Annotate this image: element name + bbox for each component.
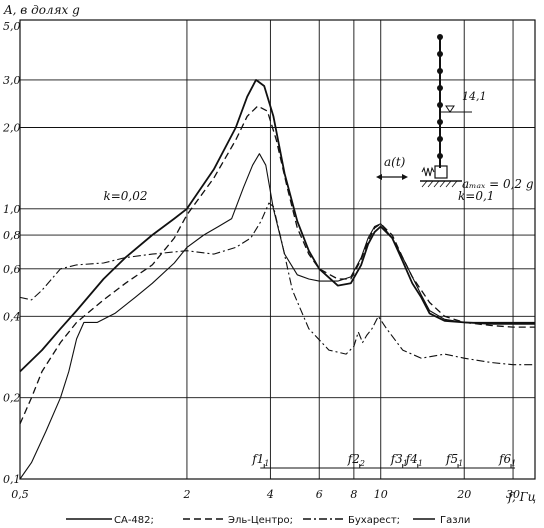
y-tick-label: 2,0 [2, 122, 21, 135]
x-tick-label: 0,5 [11, 488, 29, 501]
height-label: 14,1 [462, 90, 487, 103]
frequency-label: f11 [251, 452, 269, 468]
arrow-right-icon [402, 174, 408, 180]
legend-label: Эль-Центро; [228, 515, 293, 526]
frequency-label: f41 [405, 452, 423, 468]
force-label: a(t) [384, 155, 406, 169]
x-tick-label: 8 [350, 488, 357, 501]
foundation-block [434, 165, 448, 179]
y-tick-label: 0,2 [3, 392, 21, 405]
arrow-left-icon [376, 174, 382, 180]
annotation-label: k=0,1 [458, 189, 494, 203]
amax-label: aₘₐₓ = 0,2 g [462, 177, 534, 191]
x-tick-label: 30 [506, 488, 520, 501]
x-axis-label: f, Гц [507, 490, 536, 504]
tick-labels: 0,5 2 4 6 8 10 20 30 0,1 0,2 0,4 0,6 0,8 1,0 2,0 3,0 5,0 [2, 20, 520, 501]
y-tick-label: 0,4 [3, 310, 21, 323]
spring-icon [421, 166, 435, 177]
mass-node [437, 119, 443, 125]
frequency-label: f22 [347, 452, 365, 468]
series-line [19, 202, 535, 366]
plot-frame [19, 19, 536, 480]
legend-label: СА-482; [114, 515, 154, 526]
x-tick-label: 10 [374, 488, 388, 501]
series-layer [19, 79, 535, 480]
series-line [19, 105, 535, 425]
y-tick-label: 0,8 [3, 229, 21, 242]
series-line [19, 153, 535, 480]
structure-schematic: 14,1 a(t) aₘₐₓ = 0,2 g [376, 34, 534, 191]
ground-hatch [421, 180, 458, 188]
x-tick-label: 20 [456, 488, 471, 501]
legend-label: Газли [440, 515, 470, 526]
annotations: k=0,02 k=0,1 [103, 189, 494, 203]
legend-label: Бухарест; [348, 515, 400, 526]
mass-node [437, 136, 443, 142]
mass-node [437, 102, 443, 108]
series-line [19, 79, 535, 373]
mass-node [437, 51, 443, 57]
annotation-label: k=0,02 [103, 189, 147, 203]
y-axis-label: A, в долях g [3, 3, 80, 17]
y-tick-label: 1,0 [3, 203, 21, 216]
x-tick-label: 4 [266, 488, 274, 501]
grid [19, 19, 535, 479]
x-tick-label: 6 [316, 488, 323, 501]
y-tick-label: 0,1 [3, 473, 21, 486]
mass-node [437, 153, 443, 159]
y-tick-label: 3,0 [3, 74, 21, 87]
frequency-label: f51 [445, 452, 463, 468]
y-tick-label: 5,0 [3, 20, 21, 33]
legend: СА-482; Эль-Центро; Бухарест; Газли [66, 515, 470, 526]
x-tick-label: 2 [182, 488, 190, 501]
mass-node [437, 68, 443, 74]
y-tick-label: 0,6 [3, 263, 21, 276]
level-marker-icon [445, 105, 455, 113]
mass-node [437, 85, 443, 91]
plot-border [19, 19, 536, 480]
mass-node [437, 34, 443, 40]
